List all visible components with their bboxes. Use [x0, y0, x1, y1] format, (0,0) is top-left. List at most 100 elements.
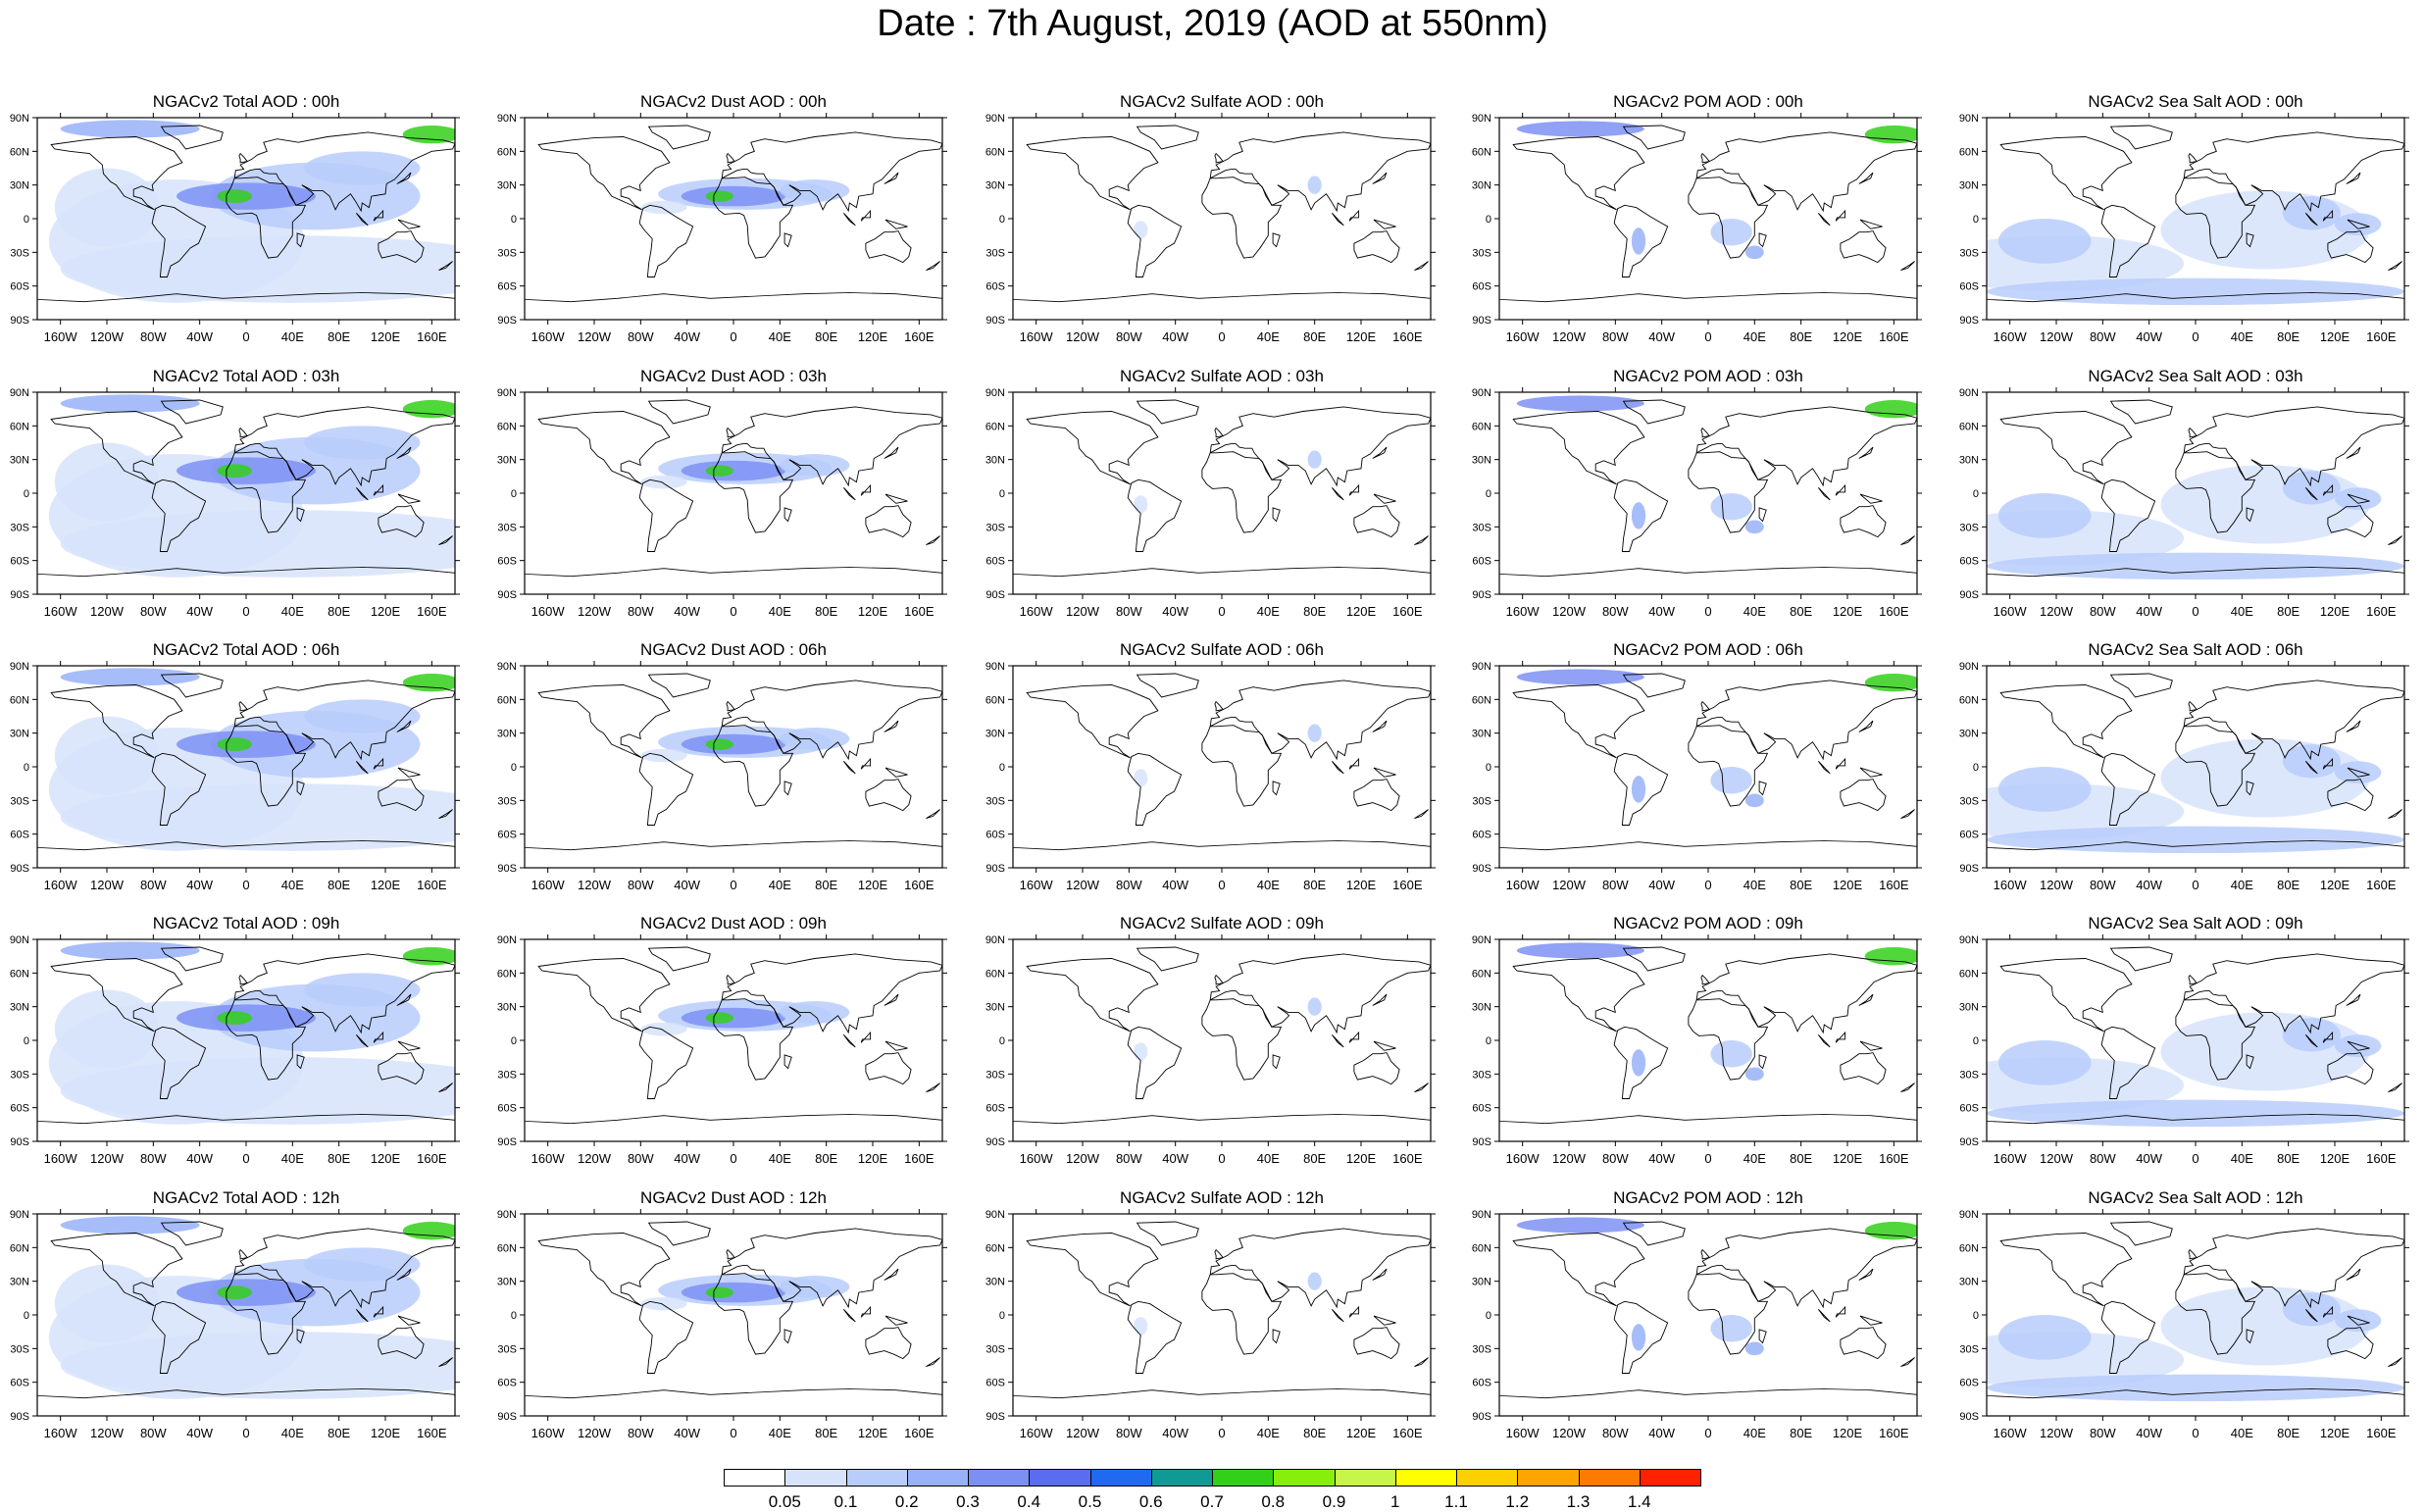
lon-tick-label: 0: [730, 329, 736, 344]
lat-tick-label: 90S: [1472, 315, 1491, 327]
panel-title: NGACv2 POM AOD : 12h: [1613, 1188, 1803, 1207]
lon-tick-label: 160W: [1020, 329, 1054, 344]
lat-tick-label: 90N: [985, 661, 1005, 673]
lat-tick-label: 90S: [10, 1411, 29, 1423]
lat-tick-label: 0: [999, 762, 1005, 774]
lon-tick-label: 40E: [769, 329, 791, 344]
lat-tick-label: 0: [24, 488, 29, 500]
lon-tick-label: 80W: [140, 1426, 167, 1440]
lat-tick-label: 0: [24, 1035, 29, 1047]
lat-tick-label: 60S: [985, 1378, 1005, 1389]
lat-tick-label: 90S: [10, 1136, 29, 1148]
panel-title: NGACv2 Sulfate AOD : 03h: [1120, 367, 1324, 385]
lon-tick-label: 40W: [1162, 1426, 1188, 1440]
map-panel: NGACv2 Dust AOD : 12h 90N 60N 30N 0 30S 60S 90S…: [487, 1188, 958, 1451]
lat-tick-label: 30N: [497, 455, 517, 467]
lon-tick-label: 120W: [2040, 1426, 2074, 1440]
lon-tick-label: 40E: [769, 1426, 791, 1440]
lat-tick-label: 90N: [497, 387, 517, 399]
lon-tick-label: 80W: [1602, 878, 1629, 892]
lon-tick-label: 40W: [1648, 1426, 1675, 1440]
lon-tick-label: 80E: [2277, 329, 2299, 344]
lat-tick-label: 30N: [985, 1277, 1005, 1288]
lon-tick-label: 160E: [2366, 329, 2397, 344]
lat-tick-label: 60S: [985, 830, 1005, 841]
panel-title: NGACv2 Dust AOD : 03h: [640, 367, 827, 385]
lon-tick-label: 0: [1704, 1426, 1711, 1440]
lat-tick-label: 90S: [1959, 863, 1979, 875]
panel-title: NGACv2 POM AOD : 09h: [1613, 914, 1803, 932]
lat-tick-label: 60S: [497, 830, 517, 841]
world-map: 90N 60N 30N 0 30S 60S 90S 160W 120W 80W 40W 0 40E 80E…: [497, 113, 947, 344]
aod-colorbar: 0.05 0.1 0.2 0.3 0.4 0.5 0.6 0.7 0.8 0.9 1 1.1 1.2 1.…: [724, 1469, 1701, 1511]
lat-tick-label: 0: [1486, 214, 1491, 226]
lon-tick-label: 120E: [371, 329, 401, 344]
lat-tick-label: 30N: [1959, 729, 1979, 740]
lon-tick-label: 80W: [2090, 604, 2116, 619]
lat-tick-label: 90S: [1959, 315, 1979, 327]
lat-tick-label: 60N: [10, 421, 29, 432]
map-panel: NGACv2 Total AOD : 12h 90N 60N 30N 0 30S 60S 90…: [0, 1188, 471, 1451]
lon-tick-label: 80W: [628, 1151, 654, 1166]
lat-tick-label: 90N: [1472, 661, 1491, 673]
lat-tick-label: 90N: [10, 934, 29, 946]
lon-tick-label: 0: [1218, 604, 1225, 619]
lon-tick-label: 120E: [1346, 1151, 1377, 1166]
lat-tick-label: 0: [1973, 488, 1979, 500]
lon-tick-label: 0: [1218, 1151, 1225, 1166]
lat-tick-label: 90S: [1472, 1411, 1491, 1423]
lon-tick-label: 80E: [815, 329, 837, 344]
lon-tick-label: 40E: [2231, 1426, 2253, 1440]
lat-tick-label: 30N: [10, 455, 29, 467]
panel-title: NGACv2 Sea Salt AOD : 03h: [2088, 367, 2303, 385]
lon-tick-label: 120E: [1833, 329, 1863, 344]
lat-tick-label: 60N: [1472, 146, 1491, 158]
lat-tick-label: 60S: [10, 556, 29, 568]
map-panel: NGACv2 Sea Salt AOD : 00h 90N 60N 30N 0 30S 60…: [1949, 92, 2420, 355]
lon-tick-label: 120W: [578, 329, 612, 344]
lat-tick-label: 60N: [1959, 694, 1979, 706]
lon-tick-label: 120W: [578, 1151, 612, 1166]
lon-tick-label: 120E: [858, 878, 888, 892]
lon-tick-label: 160E: [2366, 1151, 2397, 1166]
lon-tick-label: 40E: [1743, 1426, 1766, 1440]
world-map: 90N 60N 30N 0 30S 60S 90S 160W 120W 80W 40W 0 40E 80E…: [1472, 1209, 1922, 1440]
lon-tick-label: 120E: [1346, 878, 1377, 892]
lat-tick-label: 60S: [497, 556, 517, 568]
lat-tick-label: 60S: [1959, 1378, 1979, 1389]
lat-tick-label: 0: [1973, 1035, 1979, 1047]
panel-title: NGACv2 Sea Salt AOD : 12h: [2088, 1188, 2303, 1207]
lon-tick-label: 80W: [2090, 878, 2116, 892]
lon-tick-label: 40E: [1257, 878, 1280, 892]
lon-tick-label: 40E: [281, 604, 304, 619]
lat-tick-label: 60N: [10, 146, 29, 158]
lon-tick-label: 40W: [674, 1151, 700, 1166]
lon-tick-label: 80W: [628, 604, 654, 619]
lon-tick-label: 120E: [2320, 1151, 2350, 1166]
lon-tick-label: 120W: [578, 1426, 612, 1440]
colorbar-label: 0.5: [1078, 1492, 1102, 1511]
lat-tick-label: 30N: [497, 1002, 517, 1014]
lat-tick-label: 60S: [10, 281, 29, 293]
lon-tick-label: 120W: [2040, 329, 2074, 344]
lat-tick-label: 30S: [497, 522, 517, 533]
colorbar-swatch: [1517, 1469, 1580, 1487]
lon-tick-label: 120W: [90, 329, 125, 344]
lat-tick-label: 60N: [1472, 421, 1491, 432]
colorbar-swatch: [1029, 1469, 1091, 1487]
lon-tick-label: 40W: [1648, 604, 1675, 619]
lon-tick-label: 80E: [328, 329, 350, 344]
lon-tick-label: 80E: [1790, 604, 1812, 619]
lon-tick-label: 40W: [1162, 878, 1188, 892]
lat-tick-label: 60S: [1472, 830, 1491, 841]
lat-tick-label: 60N: [1472, 1242, 1491, 1254]
lon-tick-label: 160W: [1020, 1151, 1054, 1166]
lon-tick-label: 120E: [2320, 329, 2350, 344]
colorbar-swatch: [1578, 1469, 1641, 1487]
lat-tick-label: 60N: [985, 968, 1005, 980]
lat-tick-label: 30S: [1959, 1343, 1979, 1355]
lon-tick-label: 160E: [417, 329, 447, 344]
lon-tick-label: 0: [730, 1426, 736, 1440]
lon-tick-label: 160W: [44, 604, 78, 619]
